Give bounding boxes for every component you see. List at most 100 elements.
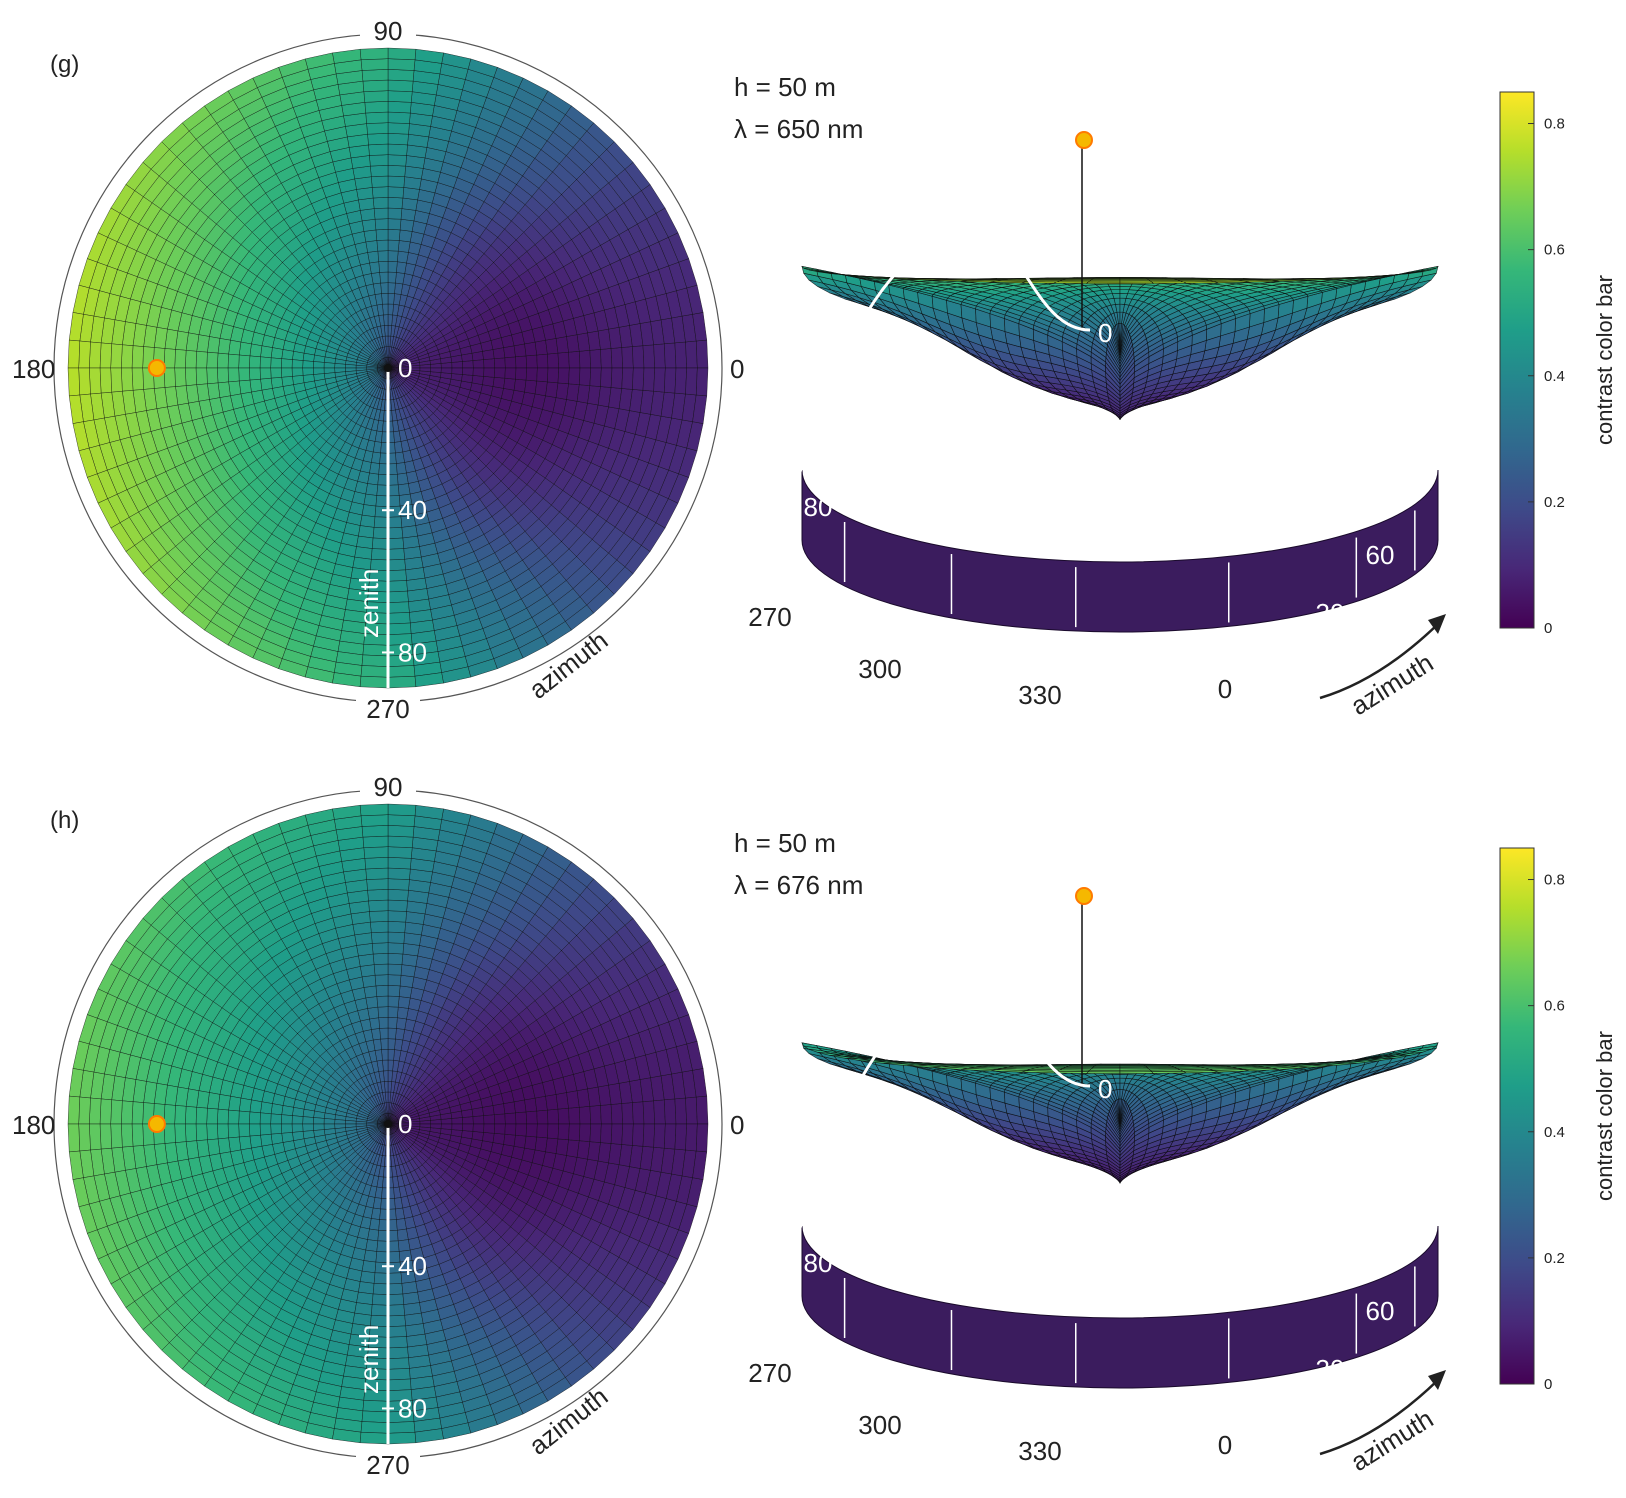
panel-g-polar-cell <box>387 229 401 241</box>
panel-h-polar-cell <box>387 1049 395 1061</box>
panel-g-surface-azimuth-tick: 30 <box>1316 598 1345 628</box>
panel-g-polar-cell <box>238 354 251 369</box>
panel-g-polar-cell <box>291 359 304 369</box>
panel-g-polar-cell <box>387 580 408 593</box>
panel-g-surface-cell <box>1110 289 1121 294</box>
panel-g-polar-cell <box>387 675 417 689</box>
panel-g-polar-cell <box>367 472 379 486</box>
panel-h-polar-cell <box>695 1095 709 1125</box>
panel-g-polar-cell <box>557 367 570 385</box>
panel-g-polar-cell <box>524 379 538 395</box>
panel-g-polar-cell <box>78 367 91 396</box>
panel-h-polar-cell <box>281 1114 293 1125</box>
panel-g-polar-cell <box>323 362 336 369</box>
panel-h-polar-cell <box>483 1114 495 1125</box>
panel-h-polar-cell <box>228 1095 242 1112</box>
panel-g-polar-cell <box>217 381 231 398</box>
panel-g-surface-cell <box>1182 281 1219 284</box>
panel-h-polar-cell <box>364 857 389 870</box>
panel-g-polar-cell <box>313 361 325 369</box>
panel-g-polar-cell <box>387 569 407 582</box>
panel-g-polar-cell <box>430 367 442 373</box>
panel-g-sun-marker <box>147 359 166 377</box>
panel-g-surface-zenith-tick: 80 <box>804 492 833 522</box>
panel-h-polar-cell <box>270 1123 282 1135</box>
panel-h-polar-cell <box>504 1112 517 1125</box>
panel-g-polar-cell <box>387 207 403 220</box>
panel-h-polar-cell <box>302 1123 314 1132</box>
panel-g-polar-cell <box>374 505 389 518</box>
panel-g-polar-cell <box>163 348 176 369</box>
panel-g-polar-cell <box>249 378 263 393</box>
panel-h-polar-cell <box>78 1096 91 1125</box>
panel-h-polar-cell <box>334 1119 346 1125</box>
panel-h-polar-cell <box>372 953 389 965</box>
panel-h-polar-cell <box>121 1123 134 1148</box>
panel-g-polar-cell <box>121 344 134 369</box>
panel-g-polar-cell <box>99 367 112 394</box>
panel-h-polar-cell <box>227 1109 240 1125</box>
panel-g-polar-cell <box>513 378 527 393</box>
panel-h-polar-cell <box>387 910 407 923</box>
panel-h-polar-cell <box>363 985 378 999</box>
panel-h-polar-cell <box>642 1100 655 1125</box>
panel-h-polar-cell <box>174 1123 187 1143</box>
panel-h-polar-cell <box>387 1070 393 1082</box>
panel-h-polar-cell <box>387 942 405 955</box>
panel-h-polar-cell <box>238 1135 252 1151</box>
panel-g-surface-cell <box>1086 281 1121 284</box>
panel-h-polar-cell <box>395 1028 405 1041</box>
panel-h-polar-cell <box>249 1111 261 1125</box>
panel-h-polar-cell <box>387 985 401 997</box>
panel-h-polar-cell <box>366 878 389 891</box>
panel-g-polar-cell <box>547 352 559 369</box>
panel-g-polar-cell <box>227 353 240 369</box>
panel-h-polar-cell <box>206 1123 219 1141</box>
panel-g-polar-cell <box>482 376 495 387</box>
panel-h-polar-cell <box>387 803 417 817</box>
panel-g-polar-cell <box>371 537 389 550</box>
panel-g-polar-cell <box>375 229 389 241</box>
panel-h-polar-cell <box>360 814 389 827</box>
panel-g-polar-cell <box>472 359 485 369</box>
panel-h-polar-cell <box>359 964 376 978</box>
panel-h-polar-cell <box>400 964 417 978</box>
panel-g-polar-cell <box>387 271 397 284</box>
panel-g-polar-cell <box>462 360 474 369</box>
panel-g-azimuth-90: 90 <box>374 16 403 46</box>
panel-g-polar-cell <box>610 347 623 369</box>
panel-g-polar-cell <box>302 360 314 369</box>
panel-g-polar-cell <box>378 261 389 273</box>
panel-h-polar-cell <box>110 1099 123 1125</box>
panel-g-polar-cell <box>471 375 484 385</box>
panel-g-surface-sun-marker <box>1075 131 1093 149</box>
panel-g-polar-cell <box>359 47 389 61</box>
panel-g-polar-cell <box>401 525 418 539</box>
panel-g-polar-cell <box>195 367 208 385</box>
panel-g-polar-cell <box>227 367 240 383</box>
panel-g-colorbar-tick-label: 0.4 <box>1544 368 1565 385</box>
panel-g-surface-cell <box>1119 281 1154 284</box>
panel-h-polar-cell <box>365 867 389 880</box>
panel-g-polar-cell <box>387 111 411 124</box>
panel-h-polar-cell <box>513 1099 527 1114</box>
panel-g-azimuth-0: 0 <box>730 354 744 384</box>
panel-g-polar-cell <box>364 101 389 114</box>
panel-h-polar-cell <box>362 835 389 848</box>
panel-g-polar-cell <box>217 352 229 369</box>
panel-h-polar-cell <box>377 1006 389 1018</box>
panel-h-polar-cell <box>302 1116 314 1125</box>
panel-h-polar-cell <box>361 825 389 838</box>
panel-h-polar-cell <box>503 1101 516 1115</box>
panel-g-polar-cell <box>674 341 687 369</box>
panel-g-polar-cell <box>513 343 527 358</box>
panel-g-polar-cell <box>359 514 376 528</box>
panel-g-surface-cell <box>1119 289 1130 294</box>
panel-h-polar-cell <box>579 1106 591 1125</box>
panel-h-polar-cell <box>387 995 400 1008</box>
panel-g-polar-cell <box>360 58 389 71</box>
panel-g-polar-cell <box>579 367 591 386</box>
panel-g-polar-cell <box>249 367 261 381</box>
panel-g-polar-cell <box>399 218 415 232</box>
